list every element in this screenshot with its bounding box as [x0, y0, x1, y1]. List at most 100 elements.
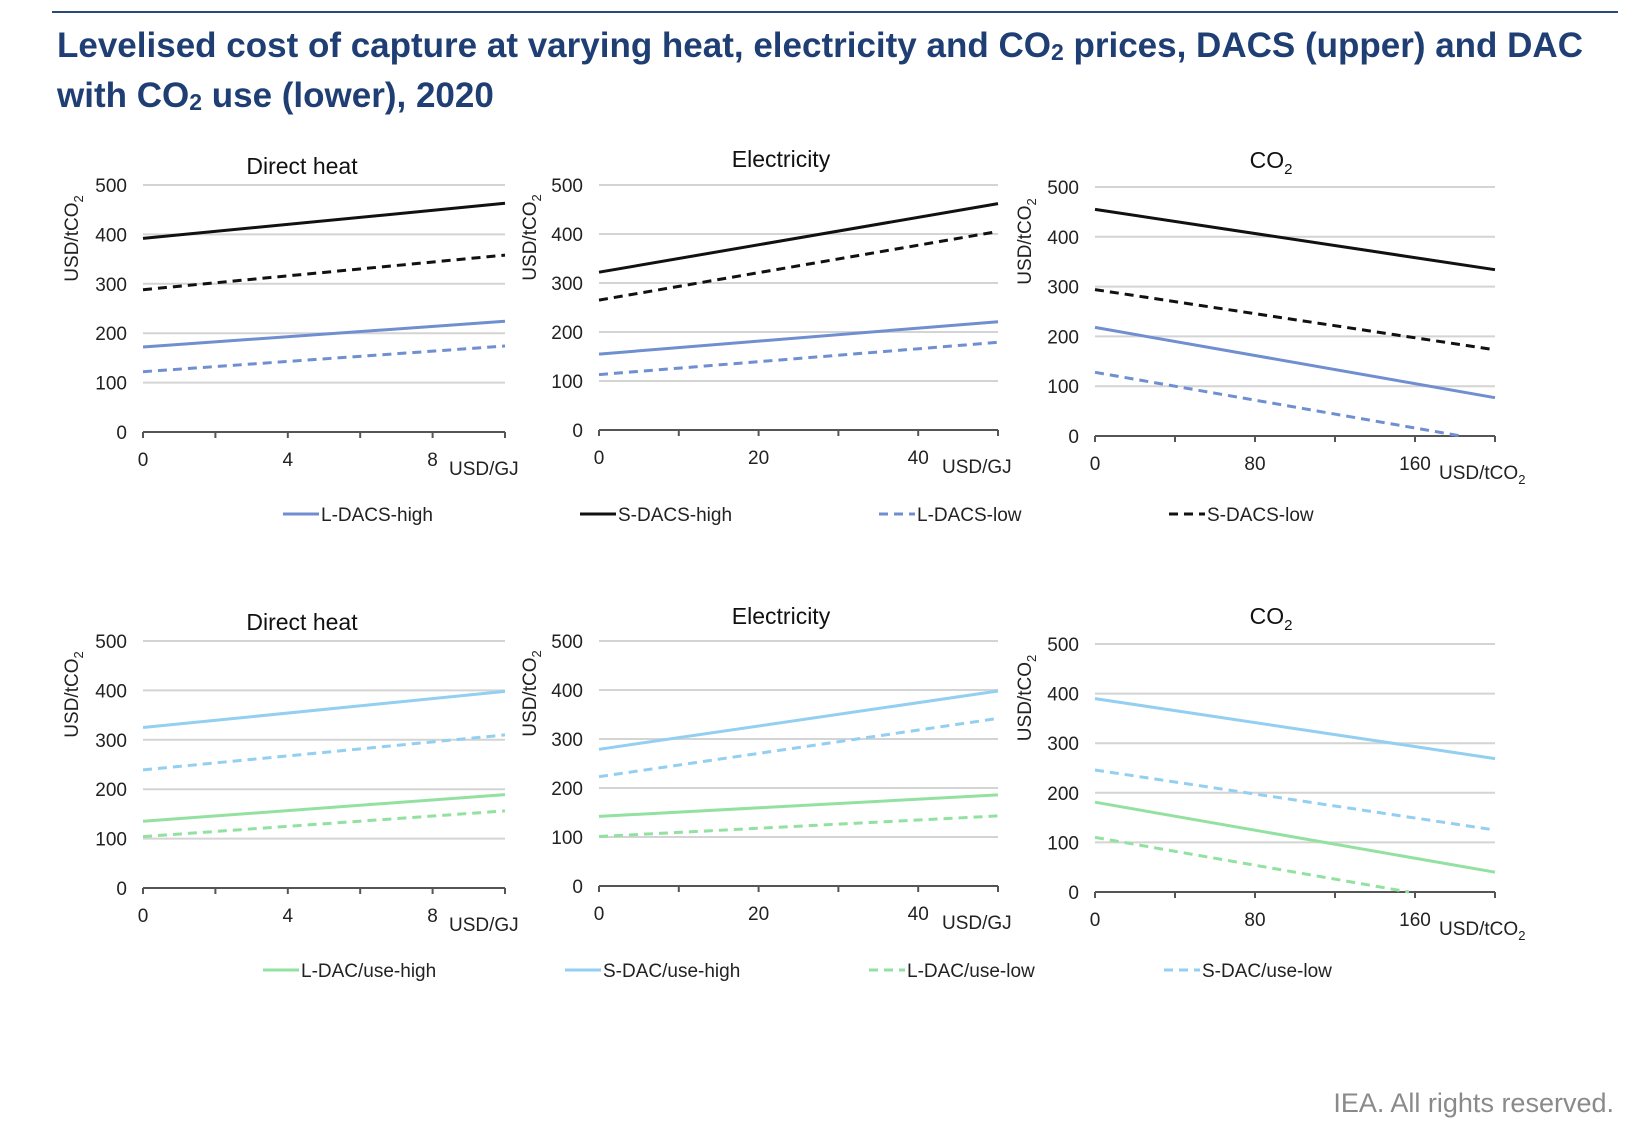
y-tick-label: 400 — [95, 225, 127, 246]
y-tick-label: 200 — [1047, 327, 1079, 348]
x-tick-label: 0 — [138, 906, 149, 927]
x-tick-label: 0 — [1090, 454, 1101, 475]
x-tick-label: 0 — [138, 450, 149, 471]
x-axis-unit-label: USD/GJ — [942, 913, 1012, 934]
x-tick-label: 8 — [427, 450, 438, 471]
series-line-s-dac-use-high — [142, 689, 506, 729]
title-text-1: Levelised cost of capture at varying hea… — [57, 26, 1051, 65]
y-tick-label: 300 — [95, 275, 127, 296]
series-line-s-dacs-low — [598, 230, 999, 302]
y-tick-label: 0 — [572, 877, 583, 898]
series-line-l-dac-use-low — [598, 814, 999, 838]
series-line-l-dacs-low — [1094, 370, 1462, 438]
x-tick-label: 4 — [283, 906, 294, 927]
y-tick-label: 200 — [1047, 784, 1079, 805]
legend-label: L-DAC/use-high — [301, 961, 436, 982]
chart-title: Direct heat — [246, 153, 358, 179]
y-tick-label: 500 — [1047, 635, 1079, 656]
y-tick-label: 400 — [551, 225, 583, 246]
series-line-l-dac-use-low — [142, 809, 506, 839]
y-axis-label: USD/tCO2 — [1015, 198, 1039, 284]
series-line-l-dacs-high — [1094, 325, 1496, 400]
title-text-3: use (lower), 2020 — [202, 76, 494, 115]
series-line-l-dacs-high — [598, 320, 999, 356]
x-tick-label: 160 — [1399, 454, 1431, 475]
y-axis-label: USD/tCO2 — [520, 650, 544, 736]
legend-label: L-DACS-high — [321, 505, 433, 526]
legend-label: S-DAC/use-high — [603, 961, 740, 982]
y-tick-label: 400 — [551, 681, 583, 702]
chart-title: CO2 — [1250, 603, 1293, 634]
legend-label: L-DAC/use-low — [907, 961, 1035, 982]
y-tick-label: 100 — [551, 372, 583, 393]
x-tick-label: 0 — [594, 904, 605, 925]
y-tick-label: 200 — [551, 323, 583, 344]
x-axis-unit-label: USD/tCO2 — [1439, 919, 1525, 943]
x-tick-label: 4 — [283, 450, 294, 471]
y-tick-label: 500 — [551, 176, 583, 197]
series-line-l-dacs-low — [142, 344, 506, 374]
y-tick-label: 0 — [1068, 427, 1079, 448]
y-axis-label: USD/tCO2 — [62, 651, 86, 737]
y-tick-label: 400 — [95, 681, 127, 702]
y-tick-label: 100 — [95, 830, 127, 851]
y-tick-label: 300 — [95, 731, 127, 752]
y-tick-label: 500 — [551, 632, 583, 653]
x-axis-unit-label: USD/GJ — [449, 915, 519, 936]
y-tick-label: 500 — [95, 176, 127, 197]
x-tick-label: 40 — [908, 904, 929, 925]
x-tick-label: 0 — [1090, 910, 1101, 931]
y-tick-label: 100 — [1047, 833, 1079, 854]
series-line-s-dacs-high — [1094, 207, 1496, 272]
y-tick-label: 100 — [551, 828, 583, 849]
credit-text: IEA. All rights reserved. — [1333, 1088, 1614, 1118]
x-tick-label: 80 — [1244, 454, 1265, 475]
x-tick-label: 8 — [427, 906, 438, 927]
series-line-l-dacs-high — [142, 319, 506, 349]
title-text-2: prices, DACS (upper) and DAC with CO — [57, 26, 1583, 115]
legend-label: S-DACS-low — [1207, 505, 1314, 526]
chart-title: Electricity — [732, 146, 831, 172]
y-tick-label: 100 — [95, 374, 127, 395]
series-line-s-dac-use-low — [598, 716, 999, 779]
chart-title: Electricity — [732, 603, 831, 629]
y-tick-label: 400 — [1047, 228, 1079, 249]
series-line-l-dac-use-low — [1094, 835, 1410, 894]
y-tick-label: 0 — [1068, 883, 1079, 904]
y-tick-label: 300 — [551, 730, 583, 751]
x-tick-label: 0 — [594, 448, 605, 469]
y-tick-label: 500 — [1047, 178, 1079, 199]
y-tick-label: 0 — [572, 421, 583, 442]
title-subscript-1: 2 — [1050, 39, 1064, 65]
y-tick-label: 100 — [1047, 377, 1079, 398]
x-tick-label: 20 — [748, 904, 769, 925]
y-tick-label: 0 — [116, 423, 127, 444]
chart-title: Direct heat — [246, 609, 358, 635]
x-axis-unit-label: USD/GJ — [449, 459, 519, 480]
chart-title: CO2 — [1250, 147, 1293, 178]
x-tick-label: 160 — [1399, 910, 1431, 931]
x-axis-unit-label: USD/tCO2 — [1439, 463, 1525, 487]
title-subscript-2: 2 — [189, 89, 203, 115]
y-axis-label: USD/tCO2 — [520, 194, 544, 280]
legend-label: S-DACS-high — [618, 505, 732, 526]
y-tick-label: 300 — [1047, 278, 1079, 299]
series-line-l-dac-use-high — [142, 793, 506, 823]
y-tick-label: 0 — [116, 879, 127, 900]
legend-label: L-DACS-low — [917, 505, 1022, 526]
series-line-s-dac-use-low — [1094, 768, 1496, 832]
series-line-s-dac-use-high — [598, 689, 999, 751]
y-tick-label: 200 — [95, 324, 127, 345]
series-line-l-dac-use-high — [1094, 800, 1496, 874]
x-axis-unit-label: USD/GJ — [942, 457, 1012, 478]
legend-label: S-DAC/use-low — [1202, 961, 1332, 982]
series-line-s-dac-use-high — [1094, 697, 1496, 761]
y-tick-label: 500 — [95, 632, 127, 653]
page-title: Levelised cost of capture at varying hea… — [57, 24, 1617, 124]
y-tick-label: 200 — [551, 779, 583, 800]
series-line-s-dac-use-low — [142, 733, 506, 772]
series-line-s-dacs-low — [1094, 288, 1496, 352]
title-rule — [52, 11, 1618, 13]
series-line-s-dacs-high — [598, 202, 999, 274]
